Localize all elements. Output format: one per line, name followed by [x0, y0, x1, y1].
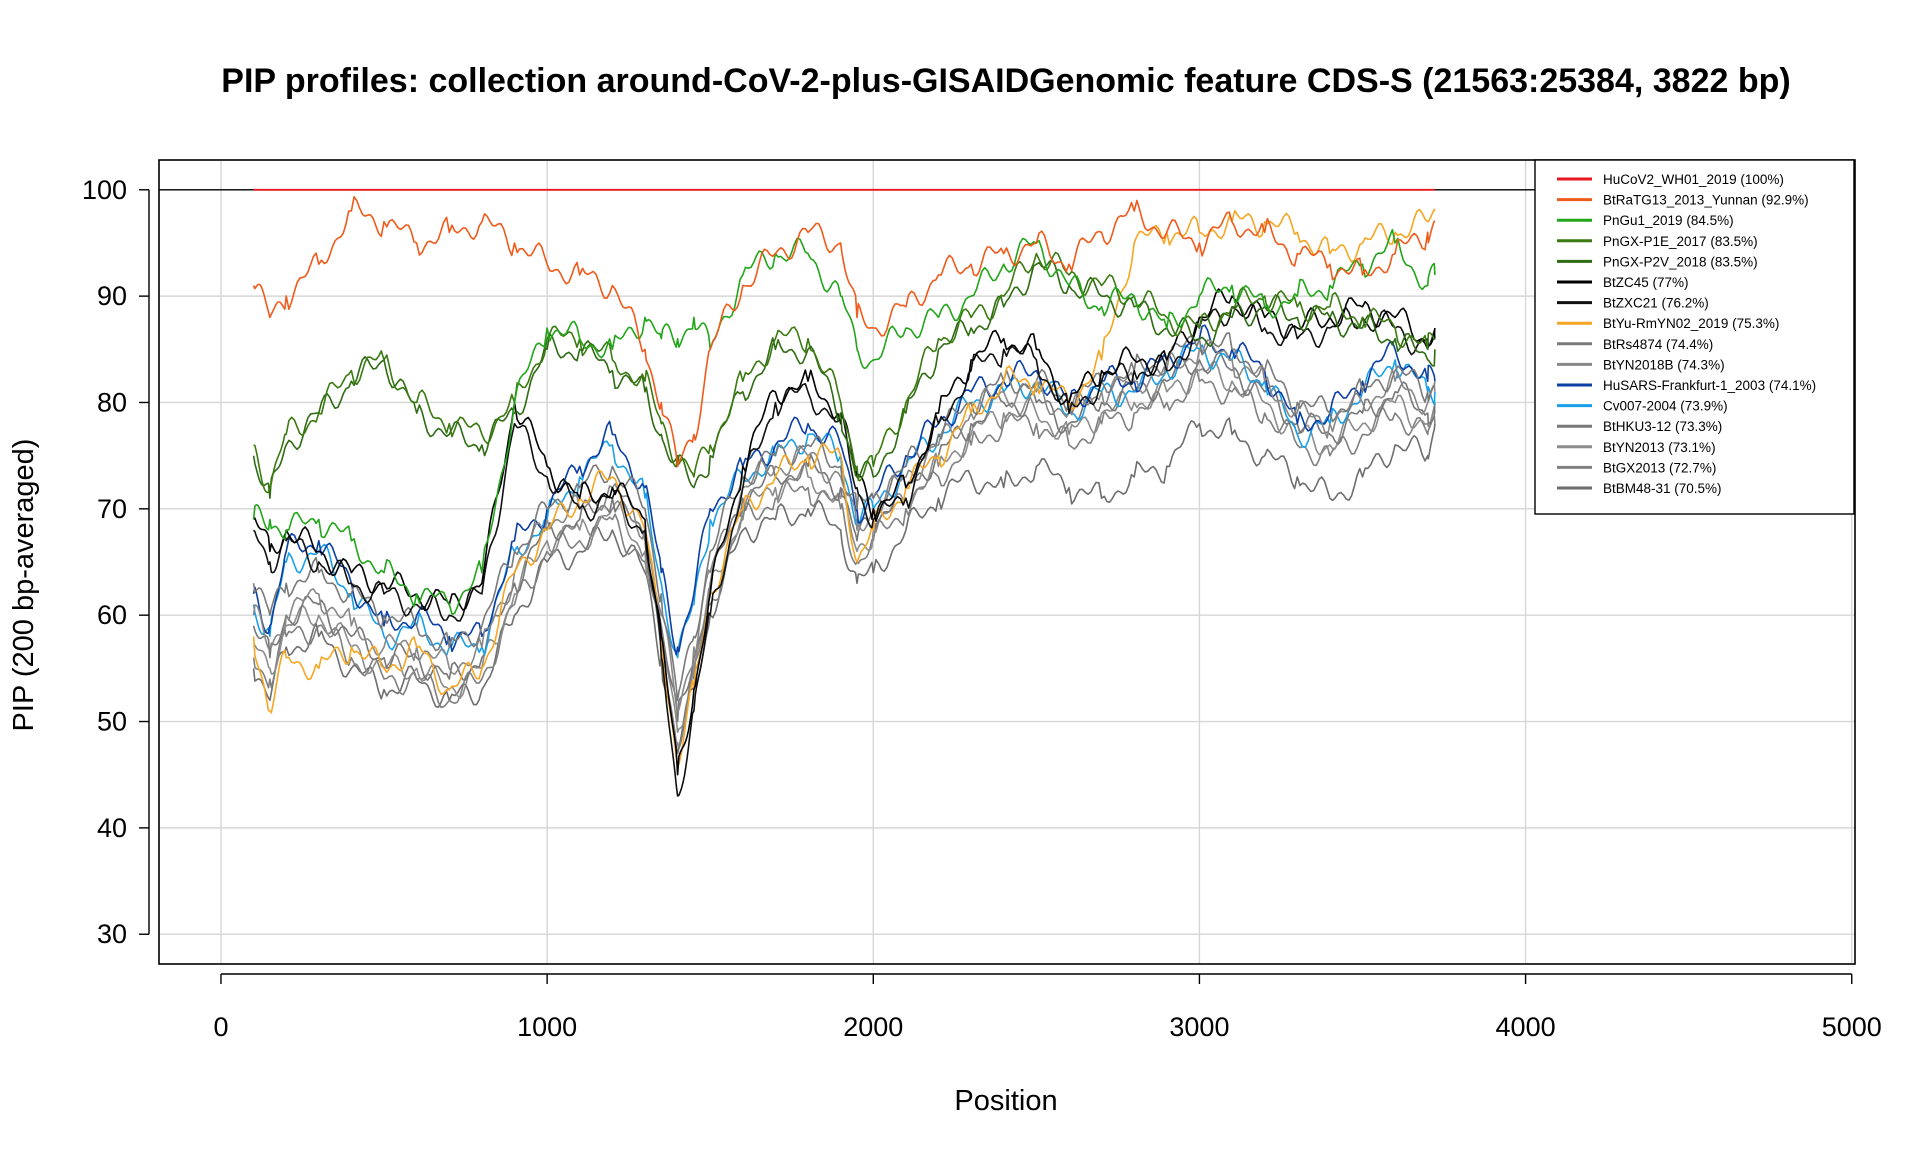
- x-axis-label: Position: [954, 1085, 1057, 1117]
- x-axis: 0 1000 2000 3000 4000 5000: [213, 973, 1882, 1042]
- legend-entry: PnGu1_2019 (84.5%): [1603, 213, 1734, 228]
- series-line-1: [252, 196, 1436, 468]
- legend-entry: BtBM48-31 (70.5%): [1603, 481, 1722, 496]
- legend-entry: BtZXC21 (76.2%): [1603, 296, 1709, 311]
- legend-entry: PnGX-P1E_2017 (83.5%): [1603, 234, 1758, 249]
- legend-entry: BtZC45 (77%): [1603, 275, 1689, 290]
- x-tick-label: 1000: [517, 1012, 577, 1042]
- series-line-2: [252, 228, 1436, 615]
- x-tick-label: 5000: [1822, 1012, 1882, 1042]
- y-tick-label: 100: [82, 175, 127, 205]
- series-line-3: [253, 251, 1436, 494]
- plot-frame: [158, 159, 1856, 965]
- x-tick-label: 4000: [1496, 1012, 1556, 1042]
- legend-entry: HuSARS-Frankfurt-1_2003 (74.1%): [1603, 378, 1816, 393]
- legend-entry: BtYN2013 (73.1%): [1603, 440, 1716, 455]
- y-tick-label: 60: [97, 600, 127, 630]
- legend-entry: PnGX-P2V_2018 (83.5%): [1603, 254, 1758, 269]
- chart-title: PIP profiles: collection around-CoV-2-pl…: [221, 62, 1790, 100]
- y-tick-label: 90: [97, 281, 127, 311]
- x-tick-label: 2000: [843, 1012, 903, 1042]
- series-lines: [252, 188, 1436, 797]
- y-tick-label: 50: [97, 707, 127, 737]
- series-line-12: [252, 351, 1436, 723]
- series-line-11: [252, 344, 1436, 659]
- series-line-9: [252, 339, 1436, 712]
- legend-entry: BtYN2018B (74.3%): [1603, 357, 1725, 372]
- series-line-13: [252, 361, 1436, 733]
- legend-entry: BtHKU3-12 (73.3%): [1603, 419, 1722, 434]
- legend: HuCoV2_WH01_2019 (100%) BtRaTG13_2013_Yun…: [1534, 159, 1855, 515]
- legend-entry: Cv007-2004 (73.9%): [1603, 399, 1728, 414]
- legend-entry: BtRs4874 (74.4%): [1603, 337, 1713, 352]
- series-line-10: [252, 324, 1436, 656]
- legend-entry: BtRaTG13_2013_Yunnan (92.9%): [1603, 193, 1809, 208]
- legend-entry: BtYu-RmYN02_2019 (75.3%): [1603, 316, 1779, 331]
- legend-entry: HuCoV2_WH01_2019 (100%): [1603, 172, 1784, 187]
- series-line-4: [252, 259, 1436, 499]
- y-tick-label: 30: [97, 919, 127, 949]
- y-axis-label: PIP (200 bp-averaged): [8, 439, 40, 732]
- series-line-15: [252, 417, 1436, 755]
- series-line-8: [252, 332, 1436, 702]
- series-line-6: [252, 303, 1436, 797]
- series-line-14: [252, 368, 1436, 750]
- legend-entry: BtGX2013 (72.7%): [1603, 460, 1716, 475]
- series-line-7: [252, 208, 1436, 765]
- y-tick-label: 40: [97, 813, 127, 843]
- y-axis: 30 40 50 60 70 80 90 100: [82, 175, 150, 949]
- y-tick-label: 80: [97, 387, 127, 417]
- y-tick-label: 70: [97, 494, 127, 524]
- x-tick-label: 0: [213, 1012, 228, 1042]
- x-tick-label: 3000: [1169, 1012, 1229, 1042]
